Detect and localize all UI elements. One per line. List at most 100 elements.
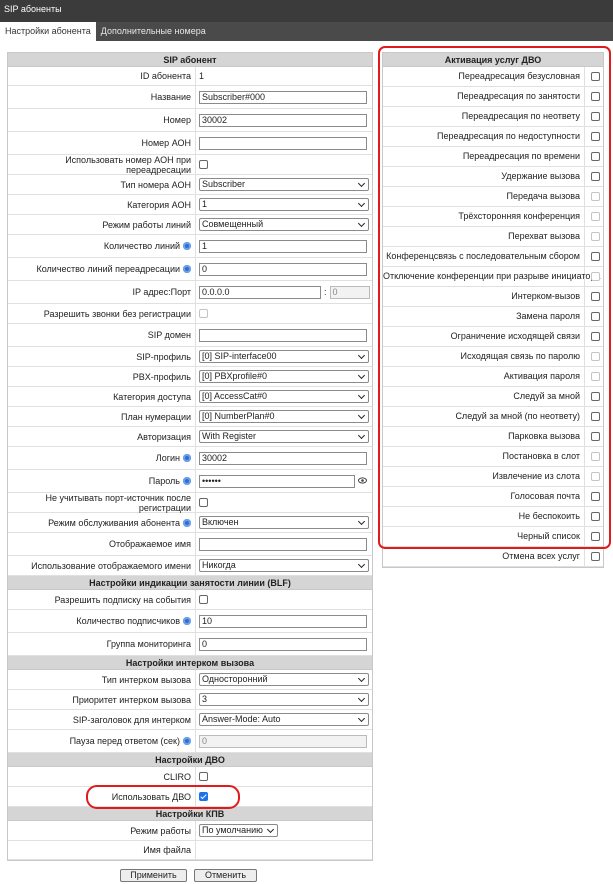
tab[interactable]: Настройки абонента — [0, 22, 96, 41]
service-row: Не беспокоить — [383, 507, 603, 527]
checkbox[interactable] — [591, 152, 600, 161]
form-row: Не учитывать порт-источник после регистр… — [8, 493, 372, 513]
checkbox[interactable] — [591, 132, 600, 141]
text-input[interactable] — [199, 537, 367, 551]
help-icon[interactable] — [183, 518, 191, 527]
checkbox[interactable] — [591, 172, 600, 181]
service-value-cell — [585, 107, 603, 126]
checkbox[interactable] — [591, 252, 600, 261]
field-label: Разрешить подписку на события — [54, 594, 191, 605]
select[interactable]: [0] AccessCat#0 — [199, 390, 369, 403]
field-label-cell: Отображаемое имя — [8, 533, 196, 555]
text-input[interactable]: 1 — [199, 239, 367, 253]
checkbox[interactable] — [591, 532, 600, 541]
service-row: Интерком-вызов — [383, 287, 603, 307]
checkbox — [591, 212, 600, 221]
checkbox[interactable] — [591, 332, 600, 341]
help-icon[interactable] — [183, 242, 191, 250]
field-value-cell — [196, 841, 372, 859]
ip-input[interactable]: 0.0.0.0 — [199, 285, 321, 299]
checkbox[interactable] — [591, 512, 600, 521]
service-label: Следуй за мной — [383, 387, 585, 406]
checkbox[interactable] — [591, 412, 600, 421]
service-label: Конференцсвязь с последовательным сбором — [383, 247, 585, 266]
field-value-cell: With Register — [196, 427, 372, 446]
text-input: 0 — [199, 734, 367, 748]
checkbox[interactable] — [591, 312, 600, 321]
help-icon[interactable] — [183, 265, 191, 273]
checkbox[interactable] — [591, 292, 600, 301]
text-input[interactable]: 30002 — [199, 113, 367, 127]
select[interactable]: Answer-Mode: Auto — [199, 713, 369, 726]
show-password-icon[interactable] — [358, 476, 367, 486]
field-label-cell: Пауза перед ответом (сек) — [8, 730, 196, 752]
field-label-cell: Разрешить подписку на события — [8, 590, 196, 609]
service-label: Парковка вызова — [383, 427, 585, 446]
form-row: Номер 30002 — [8, 109, 372, 132]
field-label-cell: Приоритет интерком вызова — [8, 690, 196, 709]
select[interactable]: With Register — [199, 430, 369, 443]
field-value: 1 — [199, 71, 205, 81]
select[interactable]: [0] NumberPlan#0 — [199, 410, 369, 423]
form-row: Имя файла — [8, 841, 372, 860]
field-label: Режим работы — [130, 825, 191, 836]
help-icon[interactable] — [183, 477, 191, 485]
service-row: Переадресация безусловная — [383, 67, 603, 87]
select[interactable]: 3 — [199, 693, 369, 706]
checkbox[interactable] — [199, 595, 208, 604]
select[interactable]: По умолчанию — [199, 824, 278, 837]
field-label-cell: Тип номера АОН — [8, 175, 196, 194]
checkbox — [591, 232, 600, 241]
tab[interactable]: Дополнительные номера — [100, 26, 206, 36]
checkbox[interactable] — [591, 492, 600, 501]
service-label: Извлечение из слота — [383, 467, 585, 486]
service-label: Переадресация по недоступности — [383, 127, 585, 146]
field-value-cell: 1 — [196, 235, 372, 257]
section-header: Настройки ДВО — [8, 753, 372, 767]
checkbox[interactable] — [591, 92, 600, 101]
field-value-cell: 30002 — [196, 447, 372, 469]
service-value-cell — [585, 367, 603, 386]
text-input[interactable]: 0 — [199, 262, 367, 276]
field-label: Использовать ДВО — [111, 791, 191, 802]
help-icon[interactable] — [183, 454, 191, 462]
help-icon[interactable] — [183, 737, 191, 745]
checkbox[interactable] — [591, 552, 600, 561]
select[interactable]: Никогда — [199, 559, 369, 572]
text-input[interactable]: 0 — [199, 637, 367, 651]
text-input[interactable]: Subscriber#000 — [199, 90, 367, 104]
form-row: SIP-профиль [0] SIP-interface00 — [8, 347, 372, 367]
select[interactable]: [0] PBXprofile#0 — [199, 370, 369, 383]
password-input[interactable]: •••••• — [199, 474, 355, 488]
text-input[interactable] — [199, 136, 367, 150]
help-icon[interactable] — [183, 617, 191, 625]
select[interactable]: Односторонний — [199, 673, 369, 686]
checkbox[interactable] — [199, 160, 208, 169]
checkbox[interactable] — [591, 392, 600, 401]
text-input[interactable]: 10 — [199, 614, 367, 628]
checkbox[interactable] — [199, 498, 208, 507]
select[interactable]: Включен — [199, 516, 369, 529]
checkbox[interactable] — [199, 772, 208, 781]
service-value-cell — [585, 347, 603, 366]
checkbox[interactable] — [591, 72, 600, 81]
field-label: SIP домен — [147, 330, 191, 340]
field-label: SIP-заголовок для интерком — [72, 714, 191, 725]
form-row: Логин 30002 — [8, 447, 372, 470]
checkbox[interactable] — [591, 432, 600, 441]
text-input[interactable]: 30002 — [199, 451, 367, 465]
field-label: Приоритет интерком вызова — [72, 694, 191, 705]
select[interactable]: Subscriber — [199, 178, 369, 191]
checkbox[interactable] — [591, 112, 600, 121]
apply-button[interactable]: Применить — [120, 869, 187, 882]
cancel-button[interactable]: Отменить — [194, 869, 257, 882]
select[interactable]: [0] SIP-interface00 — [199, 350, 369, 363]
field-label-cell: Режим работы — [8, 821, 196, 840]
text-input[interactable] — [199, 328, 367, 342]
form-row: Тип интерком вызова Односторонний — [8, 670, 372, 690]
checkbox[interactable] — [199, 792, 208, 801]
select[interactable]: 1 — [199, 198, 369, 211]
select[interactable]: Совмещенный — [199, 218, 369, 231]
field-value-cell: [0] AccessCat#0 — [196, 387, 372, 406]
service-label: Голосовая почта — [383, 487, 585, 506]
